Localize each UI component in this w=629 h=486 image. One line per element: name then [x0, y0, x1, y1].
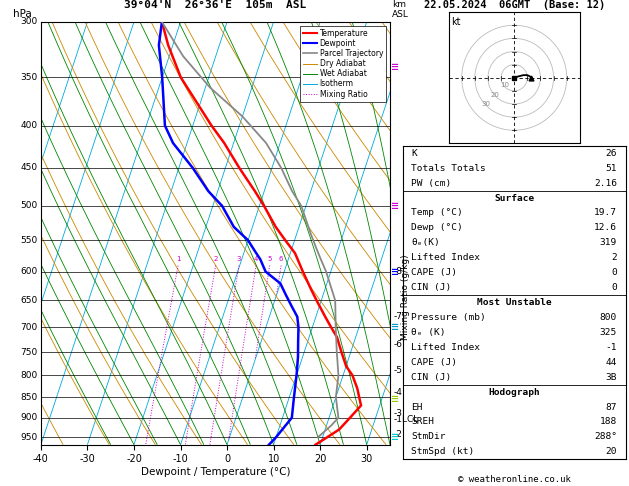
Text: 188: 188 — [599, 417, 617, 426]
Text: 22.05.2024  06GMT  (Base: 12): 22.05.2024 06GMT (Base: 12) — [423, 0, 605, 10]
Text: K: K — [411, 149, 417, 158]
Text: 2: 2 — [213, 256, 218, 262]
Text: ≡: ≡ — [391, 201, 399, 211]
Text: EH: EH — [411, 402, 423, 412]
Text: Mixing Ratio (g/kg): Mixing Ratio (g/kg) — [401, 254, 409, 340]
Text: CAPE (J): CAPE (J) — [411, 268, 457, 277]
Text: 300: 300 — [21, 17, 38, 26]
Text: km
ASL: km ASL — [392, 0, 409, 19]
Text: -6: -6 — [393, 340, 402, 349]
Text: 700: 700 — [21, 323, 38, 331]
Text: -8: -8 — [393, 267, 402, 276]
Text: 800: 800 — [599, 313, 617, 322]
Text: hPa: hPa — [13, 9, 31, 19]
Text: 20: 20 — [606, 447, 617, 456]
Text: Most Unstable: Most Unstable — [477, 298, 552, 307]
Text: Lifted Index: Lifted Index — [411, 343, 481, 352]
Text: ≡: ≡ — [391, 267, 399, 277]
Text: 5: 5 — [267, 256, 272, 262]
Text: 1: 1 — [175, 256, 181, 262]
Text: 19.7: 19.7 — [594, 208, 617, 217]
Text: 87: 87 — [606, 402, 617, 412]
Text: 44: 44 — [606, 358, 617, 367]
Text: 0: 0 — [611, 283, 617, 292]
Legend: Temperature, Dewpoint, Parcel Trajectory, Dry Adiabat, Wet Adiabat, Isotherm, Mi: Temperature, Dewpoint, Parcel Trajectory… — [300, 26, 386, 102]
Text: StmSpd (kt): StmSpd (kt) — [411, 447, 475, 456]
Text: CIN (J): CIN (J) — [411, 373, 452, 382]
Text: Hodograph: Hodograph — [488, 388, 540, 397]
Text: -3: -3 — [393, 409, 402, 418]
Text: 325: 325 — [599, 328, 617, 337]
Text: 39°04'N  26°36'E  105m  ASL: 39°04'N 26°36'E 105m ASL — [125, 0, 306, 10]
Text: 20: 20 — [491, 92, 500, 98]
Text: CAPE (J): CAPE (J) — [411, 358, 457, 367]
Text: 750: 750 — [21, 347, 38, 357]
Text: -2: -2 — [393, 430, 402, 439]
Text: 550: 550 — [21, 236, 38, 245]
Text: Surface: Surface — [494, 193, 534, 203]
Text: Lifted Index: Lifted Index — [411, 253, 481, 262]
Text: θₑ (K): θₑ (K) — [411, 328, 446, 337]
Text: 3: 3 — [237, 256, 241, 262]
Text: StmDir: StmDir — [411, 433, 446, 441]
Text: -5: -5 — [393, 366, 402, 375]
Text: ≡: ≡ — [391, 432, 399, 442]
Text: 10: 10 — [500, 82, 509, 88]
Text: 0: 0 — [611, 268, 617, 277]
Text: 2.16: 2.16 — [594, 179, 617, 188]
Text: 350: 350 — [21, 73, 38, 82]
Text: 400: 400 — [21, 121, 38, 130]
Text: PW (cm): PW (cm) — [411, 179, 452, 188]
Text: SREH: SREH — [411, 417, 435, 426]
Text: kt: kt — [451, 17, 460, 27]
Text: 51: 51 — [606, 164, 617, 173]
Text: 600: 600 — [21, 267, 38, 276]
Text: θₑ(K): θₑ(K) — [411, 238, 440, 247]
Text: Temp (°C): Temp (°C) — [411, 208, 463, 217]
Text: -1: -1 — [606, 343, 617, 352]
Text: -1LCL: -1LCL — [393, 415, 418, 424]
Text: -4: -4 — [393, 388, 402, 398]
Text: CIN (J): CIN (J) — [411, 283, 452, 292]
Text: 319: 319 — [599, 238, 617, 247]
Text: 3B: 3B — [606, 373, 617, 382]
Text: ≡: ≡ — [391, 394, 399, 404]
Text: 12.6: 12.6 — [594, 224, 617, 232]
Text: 500: 500 — [21, 201, 38, 210]
Text: Totals Totals: Totals Totals — [411, 164, 486, 173]
Text: 2: 2 — [611, 253, 617, 262]
Text: ≡: ≡ — [391, 322, 399, 332]
Text: Dewp (°C): Dewp (°C) — [411, 224, 463, 232]
Text: Pressure (mb): Pressure (mb) — [411, 313, 486, 322]
Text: 30: 30 — [481, 101, 491, 107]
Text: 850: 850 — [21, 393, 38, 401]
Text: 900: 900 — [21, 413, 38, 422]
Text: ≡: ≡ — [391, 62, 399, 72]
Text: -7: -7 — [393, 312, 402, 321]
X-axis label: Dewpoint / Temperature (°C): Dewpoint / Temperature (°C) — [141, 467, 290, 477]
Text: 6: 6 — [279, 256, 283, 262]
Text: 450: 450 — [21, 163, 38, 173]
Text: 288°: 288° — [594, 433, 617, 441]
Text: 650: 650 — [21, 296, 38, 305]
Text: 950: 950 — [21, 433, 38, 442]
Text: 800: 800 — [21, 371, 38, 380]
Text: © weatheronline.co.uk: © weatheronline.co.uk — [458, 474, 571, 484]
Text: 26: 26 — [606, 149, 617, 158]
Text: 4: 4 — [254, 256, 259, 262]
